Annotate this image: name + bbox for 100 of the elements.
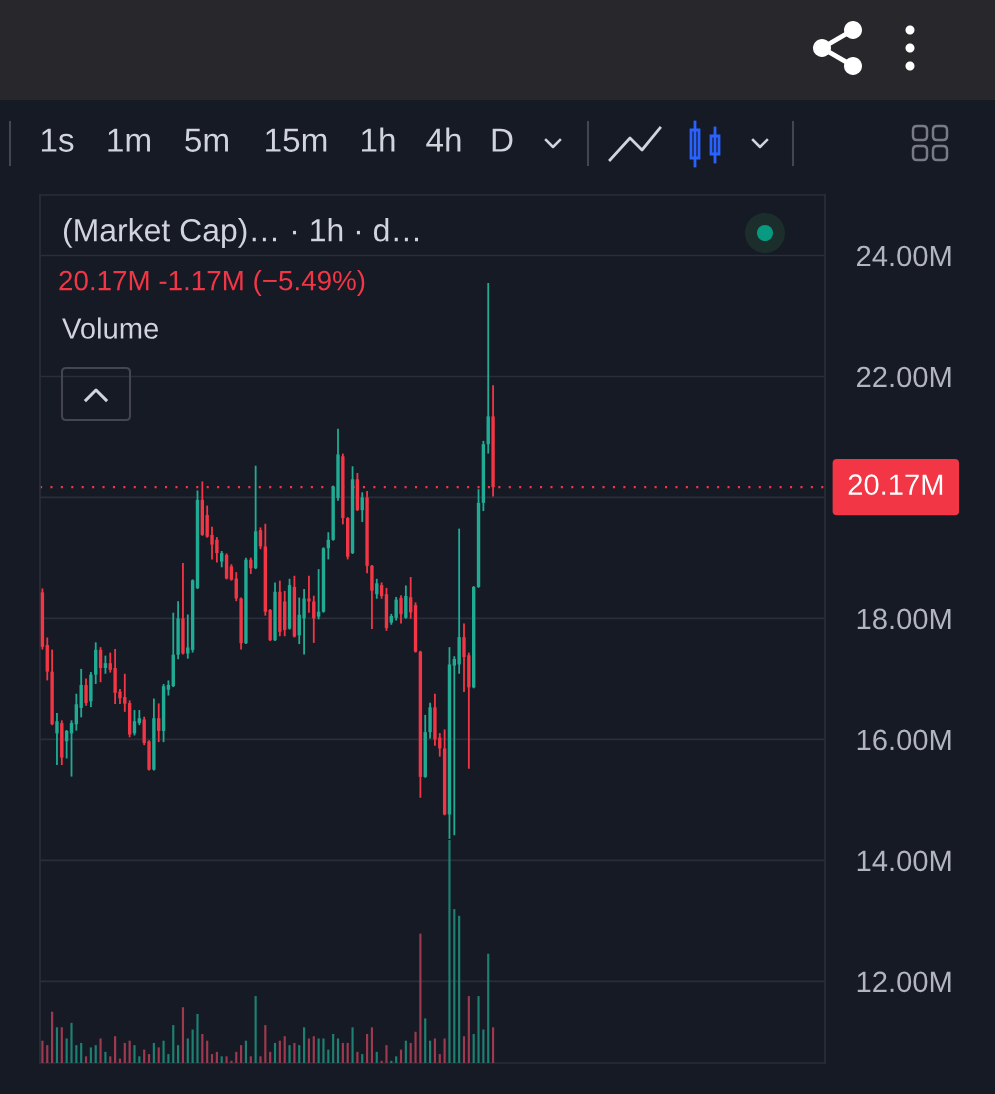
bar [264, 1025, 267, 1063]
bar [172, 1025, 175, 1063]
bar [254, 996, 257, 1063]
bar [157, 1047, 160, 1063]
bar [409, 1042, 412, 1063]
bar [240, 1045, 243, 1063]
bar [84, 1056, 88, 1063]
bar [462, 1036, 466, 1063]
bar [346, 1042, 349, 1063]
bar [419, 933, 422, 1063]
bar [210, 1054, 214, 1063]
bar [428, 1040, 432, 1063]
bar [283, 1036, 286, 1063]
bar [133, 1045, 136, 1063]
bar [399, 1049, 403, 1063]
y-tick-label: 24.00M [857, 245, 951, 267]
bar [75, 1045, 78, 1063]
bar [375, 1051, 378, 1063]
bar [341, 1042, 344, 1063]
bar [196, 1013, 199, 1063]
y-tick-label: 14.00M [857, 850, 951, 872]
bar [298, 1045, 301, 1063]
bar [336, 1038, 340, 1063]
bar [472, 1034, 475, 1063]
text: D [492, 128, 513, 152]
bar [477, 996, 480, 1063]
bar [65, 1038, 68, 1063]
y-tick-label: 22.00M [857, 366, 951, 388]
bar [80, 1042, 83, 1063]
bar [482, 1029, 485, 1063]
candlestick [316, 569, 321, 620]
chart-title: Volume [62, 317, 158, 339]
bar [206, 1040, 209, 1063]
bar [385, 1045, 388, 1063]
ref-line-label: 20.17M [848, 474, 943, 495]
bar [220, 1056, 223, 1063]
candlestick [157, 703, 161, 743]
bar [225, 1056, 228, 1063]
bar [404, 1040, 407, 1063]
bar [322, 1038, 325, 1063]
bar [438, 1054, 441, 1063]
bar [51, 1011, 54, 1063]
bar [365, 1034, 369, 1063]
bar [186, 1038, 189, 1063]
y-tick-label: 18.00M [857, 608, 951, 630]
bar [458, 915, 461, 1063]
text: 4h [426, 127, 461, 152]
bar [303, 1027, 306, 1063]
bar [395, 1056, 398, 1063]
bar [269, 1051, 272, 1063]
text: (Market Cap)… · 1h · d… [63, 218, 418, 248]
candlestick [84, 678, 88, 706]
y-tick-label: 12.00M [857, 971, 951, 993]
bar [138, 1056, 141, 1063]
bar [443, 1038, 446, 1063]
bar [201, 1034, 204, 1063]
bar [370, 1027, 374, 1063]
bar [453, 909, 456, 1063]
bar [414, 1031, 417, 1063]
bar [177, 1045, 180, 1063]
candlestick [302, 589, 306, 655]
bar [89, 1047, 92, 1063]
bar [94, 1045, 97, 1063]
candlestick [307, 575, 311, 613]
bar [433, 1038, 437, 1063]
bar [273, 1042, 277, 1063]
bar [424, 1018, 427, 1063]
bar [55, 1027, 59, 1063]
bar [114, 1036, 117, 1063]
bar [356, 1051, 359, 1063]
candlestick [55, 713, 59, 766]
bar [259, 1056, 262, 1063]
text: 1s [41, 128, 74, 152]
bar [361, 1054, 364, 1063]
bar [147, 1054, 151, 1063]
candlestick [394, 596, 398, 621]
y-tick-label: 16.00M [857, 729, 951, 751]
bar [41, 1040, 44, 1063]
bar [70, 1022, 73, 1063]
bar [244, 1040, 248, 1063]
bar [332, 1034, 335, 1063]
bar [215, 1051, 218, 1063]
bar [104, 1051, 107, 1063]
text: 1h [362, 127, 395, 152]
bar [191, 1029, 194, 1063]
bar [293, 1042, 296, 1063]
bar [123, 1042, 126, 1063]
bar [235, 1051, 238, 1063]
bar [60, 1027, 63, 1063]
bar [99, 1038, 102, 1063]
bar [491, 1027, 495, 1063]
bar [317, 1038, 320, 1063]
bar [487, 953, 490, 1063]
candlestick [360, 492, 364, 522]
text: 1m [108, 128, 150, 152]
bar [152, 1042, 155, 1063]
bar [249, 1056, 252, 1063]
candlestick [404, 585, 408, 619]
bar [167, 1054, 170, 1063]
text: 5m [185, 128, 228, 152]
